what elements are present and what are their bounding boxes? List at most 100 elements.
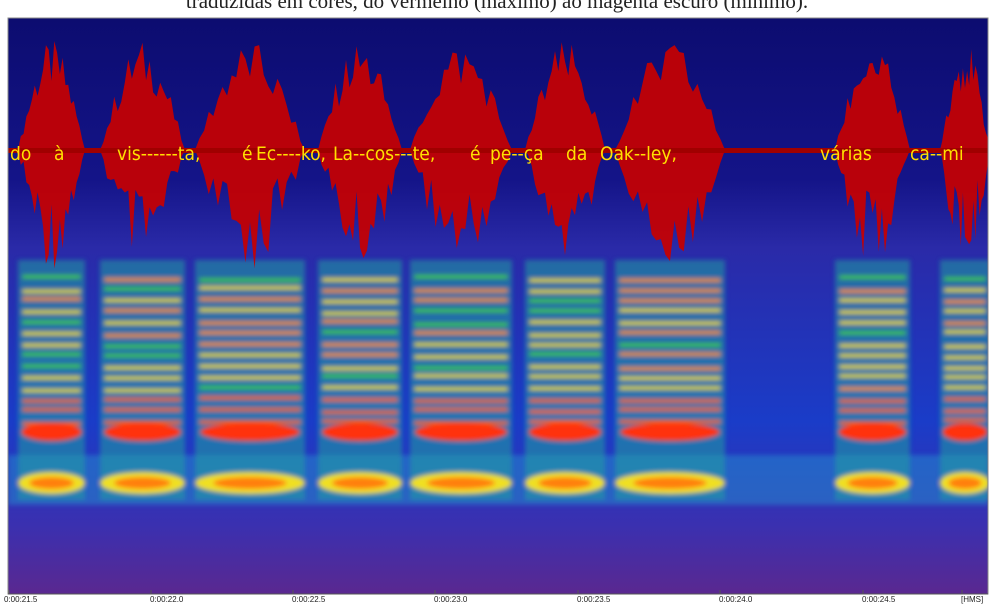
harmonic xyxy=(414,387,508,391)
harmonic xyxy=(104,299,181,303)
lyric-word: La--cos---te, xyxy=(333,143,435,165)
harmonic xyxy=(199,321,301,325)
harmonic xyxy=(529,410,601,414)
harmonic xyxy=(199,331,301,335)
harmonic xyxy=(619,279,721,283)
harmonic xyxy=(619,399,721,403)
harmonic xyxy=(199,278,301,282)
harmonic xyxy=(199,297,301,301)
time-label: 0:00:22.0 xyxy=(150,595,184,604)
harmonic xyxy=(839,387,906,391)
formant xyxy=(838,423,906,441)
time-label: 0:00:24.0 xyxy=(719,595,753,604)
time-label: 0:00:23.5 xyxy=(577,595,611,604)
harmonic xyxy=(322,343,398,347)
harmonic xyxy=(944,375,986,379)
harmonic xyxy=(22,376,81,380)
harmonic xyxy=(22,310,81,314)
harmonic xyxy=(944,345,986,349)
harmonic xyxy=(839,321,906,325)
harmonic xyxy=(322,330,398,334)
lyric-word: da xyxy=(566,143,587,165)
harmonic xyxy=(944,288,986,292)
harmonic xyxy=(944,356,986,360)
harmonic xyxy=(199,364,301,368)
formant xyxy=(322,423,398,441)
lyric-word: do xyxy=(10,143,31,165)
harmonic xyxy=(322,398,398,402)
harmonic xyxy=(619,309,721,313)
formant xyxy=(104,423,181,441)
formant xyxy=(848,477,898,489)
caption: traduzidas em cores, do vermelho (máximo… xyxy=(186,0,808,13)
harmonic xyxy=(104,278,181,282)
harmonic xyxy=(104,376,181,380)
harmonic xyxy=(839,399,906,403)
harmonic xyxy=(944,300,986,304)
harmonic xyxy=(619,367,721,371)
harmonic xyxy=(22,332,81,336)
harmonic xyxy=(839,298,906,302)
voiced-region xyxy=(195,260,305,500)
formant xyxy=(427,477,495,489)
formant xyxy=(538,477,591,489)
harmonic xyxy=(199,376,301,380)
harmonic xyxy=(104,389,181,393)
harmonic xyxy=(529,343,601,347)
harmonic xyxy=(322,367,398,371)
harmonic xyxy=(104,354,181,358)
harmonic xyxy=(322,411,398,415)
harmonic xyxy=(322,312,398,316)
formant xyxy=(948,477,981,489)
lyric-word: ca--mi xyxy=(910,143,964,165)
formant xyxy=(200,423,300,441)
harmonic xyxy=(104,345,181,349)
harmonic xyxy=(104,309,181,313)
time-label: 0:00:21.5 xyxy=(4,595,38,604)
harmonic xyxy=(529,279,601,283)
harmonic xyxy=(839,374,906,378)
harmonic xyxy=(22,408,81,412)
lyric-word: vis------ta, xyxy=(117,143,200,165)
harmonic xyxy=(839,409,906,413)
harmonic xyxy=(322,300,398,304)
harmonic xyxy=(22,399,81,403)
formant xyxy=(633,477,706,489)
harmonic xyxy=(104,408,181,412)
harmonic xyxy=(529,387,601,391)
harmonic xyxy=(322,289,398,293)
page: traduzidas em cores, do vermelho (máximo… xyxy=(0,0,994,604)
formant xyxy=(415,423,508,441)
harmonic xyxy=(839,331,906,335)
harmonic xyxy=(839,365,906,369)
formant xyxy=(21,423,82,441)
lyric-word: é xyxy=(470,143,481,165)
harmonic xyxy=(619,377,721,381)
formant xyxy=(620,423,720,441)
harmonic xyxy=(619,289,721,293)
harmonic xyxy=(619,321,721,325)
harmonic xyxy=(104,287,181,291)
harmonic xyxy=(104,321,181,325)
harmonic xyxy=(839,344,906,348)
harmonic xyxy=(529,375,601,379)
lyric-word: várias xyxy=(820,143,872,165)
harmonic xyxy=(414,275,508,279)
voiced-region xyxy=(410,260,512,500)
harmonic xyxy=(944,366,986,370)
voiced-region xyxy=(100,260,185,500)
harmonic xyxy=(414,298,508,302)
harmonic xyxy=(529,290,601,294)
harmonic xyxy=(839,354,906,358)
harmonic xyxy=(529,420,601,424)
harmonic xyxy=(414,374,508,378)
harmonic xyxy=(322,278,398,282)
harmonic xyxy=(322,374,398,378)
harmonic xyxy=(619,299,721,303)
harmonic xyxy=(199,308,301,312)
harmonic xyxy=(22,389,81,393)
harmonic xyxy=(529,334,601,338)
harmonic xyxy=(944,409,986,413)
harmonic xyxy=(529,320,601,324)
harmonic xyxy=(944,418,986,422)
